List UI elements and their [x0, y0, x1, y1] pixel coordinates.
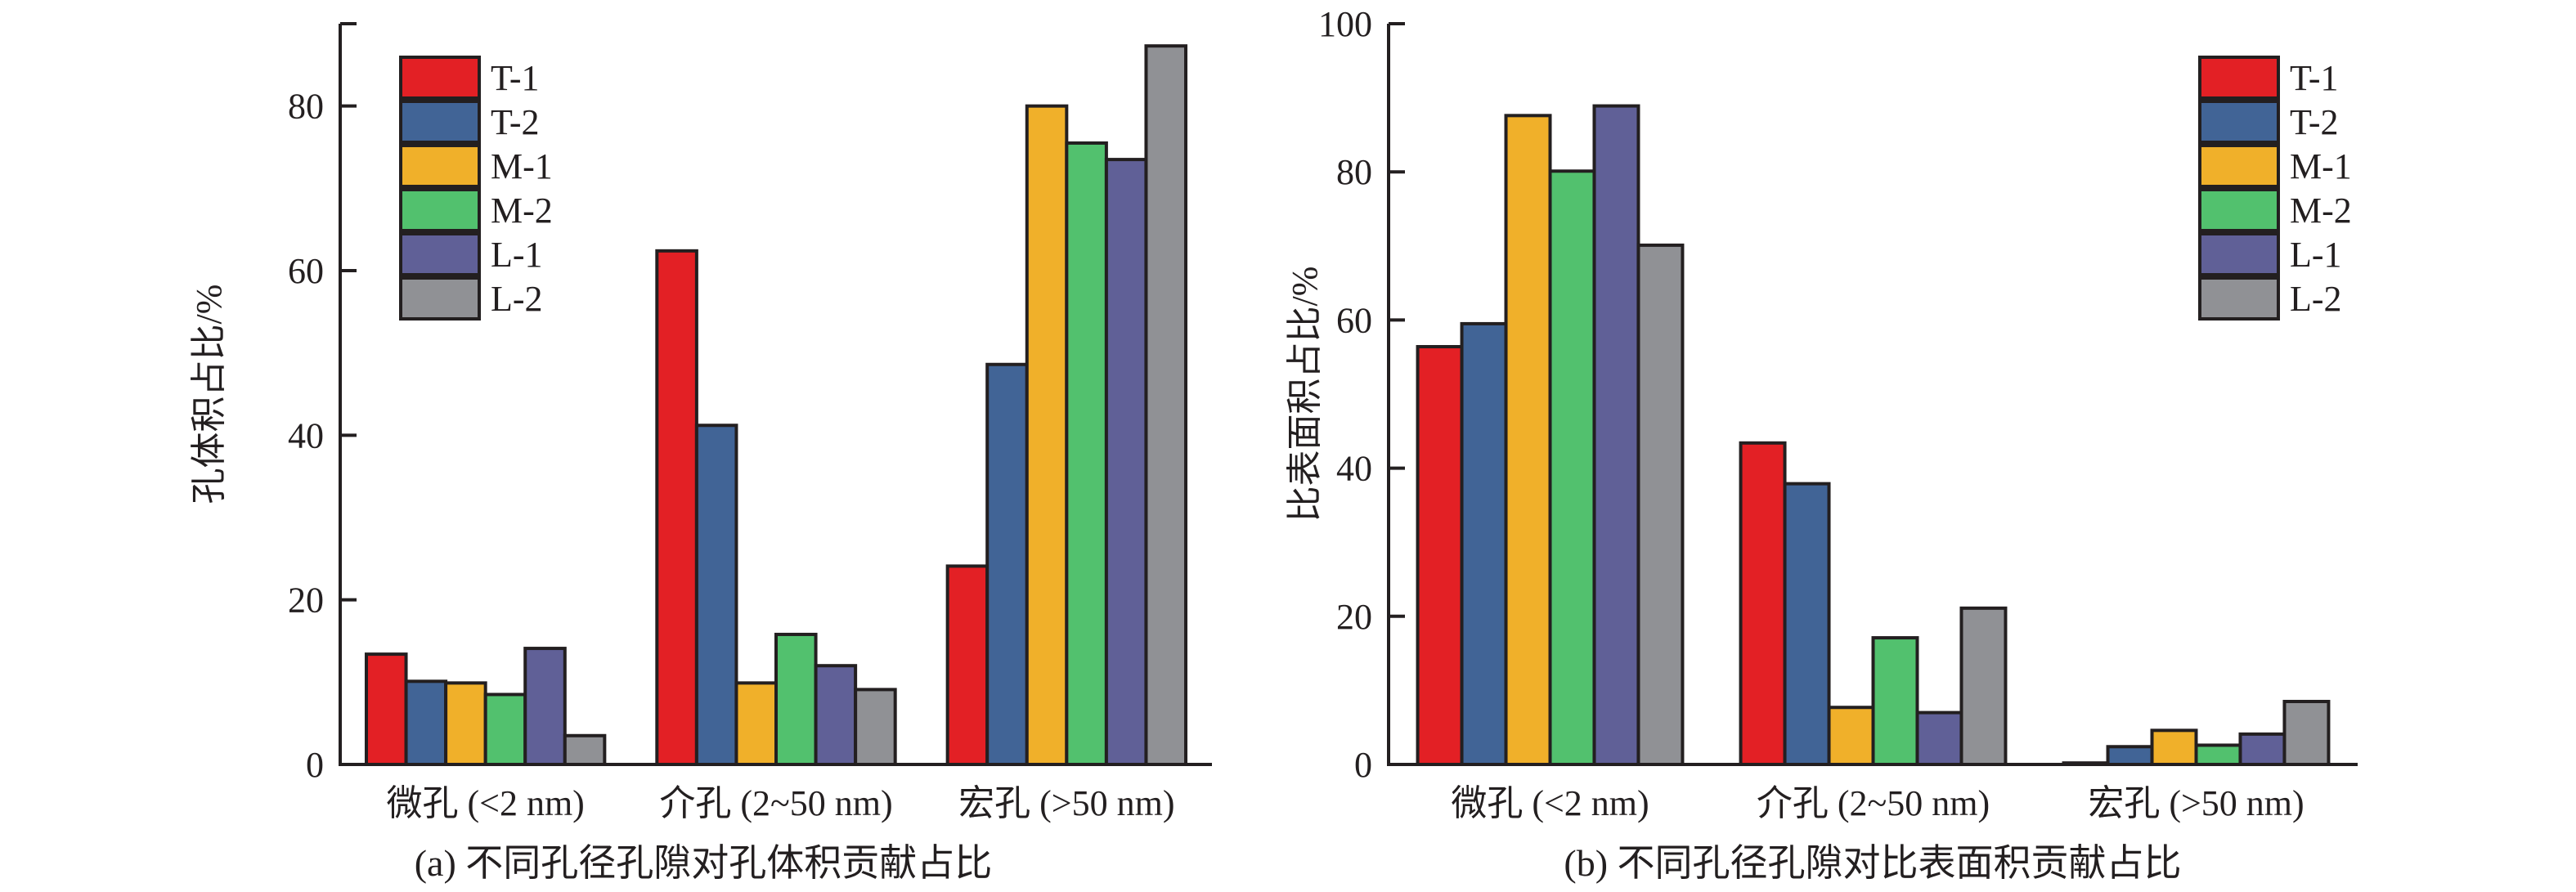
legend: T-1T-2M-1 M-2L-1L-2	[399, 56, 553, 320]
legend: T-1T-2M-1 M-2L-1L-2	[2198, 56, 2352, 320]
bar-m-1-mesopore	[1827, 706, 1875, 766]
legend-swatch-m-1	[399, 144, 481, 188]
y-tick-label: 60	[1336, 300, 1372, 340]
bar-t-1-macropore	[2062, 761, 2110, 766]
bar-m-1-micropore	[1504, 114, 1552, 766]
legend-swatch-m-2	[2198, 188, 2280, 232]
legend-label-t-1: T-1	[491, 58, 540, 98]
legend-label-l-1: L-1	[2290, 235, 2342, 275]
bar-m-2-micropore	[1548, 169, 1596, 766]
y-tick-label: 0	[1354, 745, 1372, 785]
bar-t-1-mesopore	[1739, 441, 1787, 767]
bar-l-1-mesopore	[814, 664, 858, 767]
bar-t-1-macropore	[945, 564, 990, 766]
legend-swatch-t-1	[399, 56, 481, 100]
bar-l-1-micropore	[1592, 104, 1640, 767]
bar-l-1-mesopore	[1915, 710, 1963, 767]
legend-swatch-t-2	[2198, 100, 2280, 144]
y-tick-label: 80	[1336, 152, 1372, 192]
bar-l-2-macropore	[1144, 44, 1188, 767]
bar-t-2-macropore	[985, 362, 1029, 766]
panel-caption: (b) 不同孔径孔隙对比表面积贡献占比	[1564, 842, 2181, 884]
y-axis-title: 比表面积占比/%	[1285, 267, 1325, 522]
bar-m-2-mesopore	[774, 632, 818, 766]
y-tick-label: 40	[288, 415, 324, 455]
bar-m-2-micropore	[483, 693, 527, 767]
bar-m-2-macropore	[2194, 743, 2242, 766]
bar-l-2-micropore	[1636, 243, 1685, 767]
bar-t-1-micropore	[364, 652, 408, 767]
legend-label-l-1: L-1	[491, 235, 543, 275]
legend-label-t-1: T-1	[2290, 58, 2339, 98]
legend-swatch-m-1	[2198, 144, 2280, 188]
bar-l-2-mesopore	[854, 688, 897, 766]
legend-label-t-2: T-2	[2290, 102, 2339, 142]
bar-t-2-micropore	[1460, 321, 1508, 766]
y-tick-label: 60	[288, 251, 324, 291]
legend-swatch-m-2	[399, 188, 481, 232]
legend-swatch-t-1	[2198, 56, 2280, 100]
bar-m-1-macropore	[1025, 104, 1069, 766]
legend-swatch-l-1	[2198, 232, 2280, 276]
bar-m-1-macropore	[2150, 728, 2198, 766]
bar-m-2-macropore	[1065, 141, 1108, 766]
y-tick-label: 20	[1336, 597, 1372, 637]
bar-t-1-micropore	[1416, 345, 1464, 766]
panel-a-pore-volume-chart: 0 20 40 60 80 孔体积占比/% 微孔 (<2 nm) 介孔 (2~50 nm) 宏孔…	[189, 22, 1212, 884]
legend-swatch-t-2	[399, 100, 481, 144]
bar-m-1-micropore	[444, 681, 487, 767]
legend-label-l-2: L-2	[2290, 279, 2342, 319]
bar-t-1-mesopore	[655, 249, 698, 766]
bar-l-2-mesopore	[1959, 606, 2008, 766]
y-tick-label: 20	[288, 580, 324, 621]
legend-label-m-1: M-1	[2290, 146, 2352, 186]
legend-label-m-1: M-1	[491, 146, 553, 186]
bar-m-1-mesopore	[734, 681, 779, 767]
x-category-label: 微孔 (<2 nm)	[386, 783, 584, 823]
x-category-label: 介孔 (2~50 nm)	[659, 783, 892, 823]
legend-label-m-2: M-2	[491, 191, 553, 231]
y-axis-title: 孔体积占比/%	[189, 285, 229, 504]
panel-caption: (a) 不同孔径孔隙对孔体积贡献占比	[415, 842, 993, 884]
legend-swatch-l-2	[399, 276, 481, 320]
legend-swatch-l-2	[2198, 276, 2280, 320]
x-category-label: 宏孔 (>50 nm)	[958, 783, 1174, 823]
y-tick-label: 40	[1336, 449, 1372, 489]
bar-l-1-micropore	[523, 647, 567, 766]
legend-label-m-2: M-2	[2290, 191, 2352, 231]
bar-l-2-macropore	[2282, 699, 2331, 766]
bar-l-1-macropore	[1104, 158, 1148, 767]
bar-m-2-mesopore	[1871, 636, 1919, 766]
y-tick-label: 0	[306, 745, 324, 785]
legend-swatch-l-1	[399, 232, 481, 276]
x-category-label: 微孔 (<2 nm)	[1451, 783, 1649, 823]
bar-l-1-macropore	[2238, 732, 2287, 767]
y-tick-label: 100	[1318, 4, 1372, 44]
legend-label-l-2: L-2	[491, 279, 543, 319]
x-category-label: 介孔 (2~50 nm)	[1757, 783, 1990, 823]
bar-t-2-micropore	[404, 679, 448, 766]
bar-l-2-micropore	[563, 733, 607, 766]
y-tick-label: 80	[288, 87, 324, 127]
panel-b-surface-area-chart: 0 20 40 60 80 100 比表面积占比/% 微孔 (<2 nm) 介孔 (2~50 n…	[1285, 4, 2358, 884]
legend-label-t-2: T-2	[491, 102, 540, 142]
x-category-label: 宏孔 (>50 nm)	[2088, 783, 2304, 823]
bar-t-2-mesopore	[694, 424, 738, 767]
bar-t-2-mesopore	[1783, 482, 1831, 766]
bar-t-2-macropore	[2106, 745, 2154, 766]
